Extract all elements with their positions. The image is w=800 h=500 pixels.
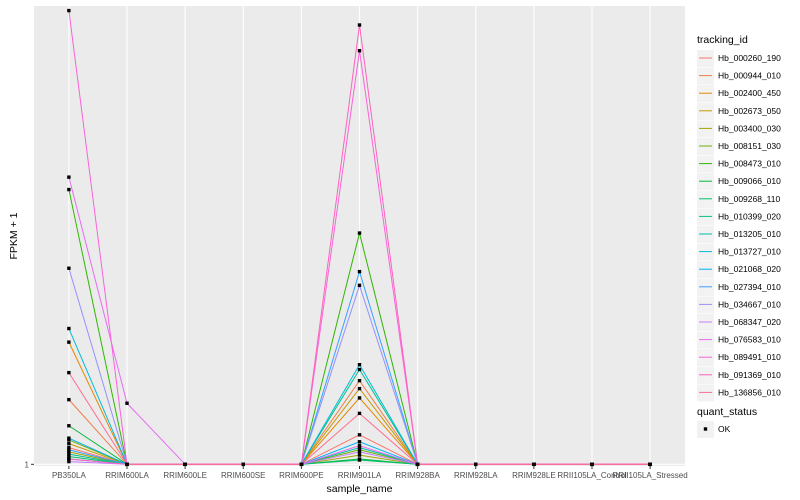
data-point — [357, 378, 362, 383]
x-tick-label: RRII105LA_Stressed — [613, 471, 688, 480]
data-point — [357, 231, 362, 235]
legend-label: Hb_034667_010 — [718, 299, 781, 309]
data-point — [532, 462, 536, 467]
y-tick-label: 1 — [25, 460, 30, 469]
x-axis: PB350LA RRIM600LA RRIM600LE RRIM600SE RRIM60… — [52, 466, 688, 480]
x-axis-title: sample_name — [327, 483, 393, 495]
data-point — [67, 452, 71, 456]
legend-label: Hb_008473_010 — [718, 159, 781, 169]
x-tick-label: RRIM600PE — [279, 471, 323, 480]
legend-key-square — [703, 427, 708, 431]
legend-label: Hb_008151_030 — [718, 141, 781, 151]
data-point — [299, 462, 304, 467]
x-tick-label: RRIM600SE — [221, 471, 265, 480]
legend-label: Hb_002673_050 — [718, 106, 781, 116]
data-point — [357, 386, 362, 391]
legend-shape-title: quant_status — [697, 406, 757, 418]
data-point — [67, 448, 71, 452]
legend-label: Hb_091369_010 — [718, 370, 781, 380]
data-point — [357, 458, 362, 462]
data-point — [183, 462, 187, 467]
data-point — [590, 462, 594, 467]
legend-color-title: tracking_id — [697, 34, 748, 46]
x-tick-label: PB350LA — [52, 471, 86, 480]
grid — [34, 6, 685, 466]
data-point — [67, 450, 71, 454]
data-point — [474, 462, 478, 467]
x-tick-label: RRIM928LE — [512, 471, 556, 480]
data-point — [125, 401, 129, 405]
data-point — [67, 8, 71, 13]
x-tick-label: RRIM600LE — [163, 471, 207, 480]
legend-items: Hb_000260_190 Hb_000944_010 Hb_002400_450 H… — [697, 50, 781, 402]
data-point — [357, 453, 362, 457]
legend-label: Hb_002400_450 — [718, 88, 781, 98]
data-point — [241, 462, 245, 467]
data-point — [357, 448, 362, 452]
data-point — [67, 457, 71, 461]
data-point — [67, 445, 71, 450]
data-point — [415, 462, 420, 467]
data-point — [67, 459, 71, 464]
data-point — [67, 397, 71, 402]
x-tick-label: RRII105LA_Control — [557, 471, 627, 480]
legend-shape-items: OK — [697, 421, 731, 438]
legend-label: Hb_076583_010 — [718, 335, 781, 345]
data-point — [357, 362, 362, 367]
legend-label: Hb_027394_010 — [718, 282, 781, 292]
data-point — [357, 440, 362, 444]
data-point — [67, 340, 71, 344]
data-point — [357, 23, 362, 27]
x-tick-label: RRIM928BA — [395, 471, 440, 480]
data-point — [357, 411, 362, 416]
legend-label: Hb_000944_010 — [718, 71, 781, 81]
data-point — [357, 367, 362, 372]
data-point — [67, 175, 71, 179]
data-point — [357, 49, 362, 53]
data-point — [67, 370, 71, 375]
data-point — [67, 436, 71, 440]
legend-label: Hb_013205_010 — [718, 229, 781, 239]
legend-label: Hb_021068_020 — [718, 264, 781, 274]
data-point — [125, 462, 129, 467]
data-point — [67, 326, 71, 331]
data-point — [67, 266, 71, 270]
legend-label: Hb_009066_010 — [718, 176, 781, 186]
x-tick-label: RRIM600LA — [105, 471, 149, 480]
data-point — [357, 269, 362, 274]
data-point — [357, 433, 362, 437]
legend-label: Hb_009268_110 — [718, 194, 781, 204]
y-axis-title: FPKM + 1 — [8, 212, 20, 259]
legend-label: Hb_136856_010 — [718, 387, 781, 397]
x-tick-label: RRIM928LA — [454, 471, 498, 480]
data-point — [67, 441, 71, 446]
data-point — [357, 396, 362, 400]
data-point — [67, 187, 71, 192]
legend-label: OK — [718, 424, 731, 434]
x-tick-label: RRIM901LA — [338, 471, 382, 480]
data-point — [357, 443, 362, 448]
data-point — [67, 438, 71, 442]
legend-label: Hb_013727_010 — [718, 247, 781, 257]
legend-label: Hb_068347_020 — [718, 317, 781, 327]
legend-label: Hb_089491_010 — [718, 352, 781, 362]
y-axis: 1 — [25, 460, 34, 469]
legend-label: Hb_010399_020 — [718, 211, 781, 221]
data-point — [67, 424, 71, 428]
data-point — [648, 462, 652, 467]
data-point — [357, 445, 362, 450]
data-point — [357, 283, 362, 288]
legend: tracking_id Hb_000260_190Hb_000944_010Hb… — [697, 34, 781, 438]
data-points — [67, 8, 652, 467]
data-point — [67, 454, 71, 459]
legend-label: Hb_003400_030 — [718, 123, 781, 133]
data-point — [357, 450, 362, 454]
legend-label: Hb_000260_190 — [718, 53, 781, 63]
